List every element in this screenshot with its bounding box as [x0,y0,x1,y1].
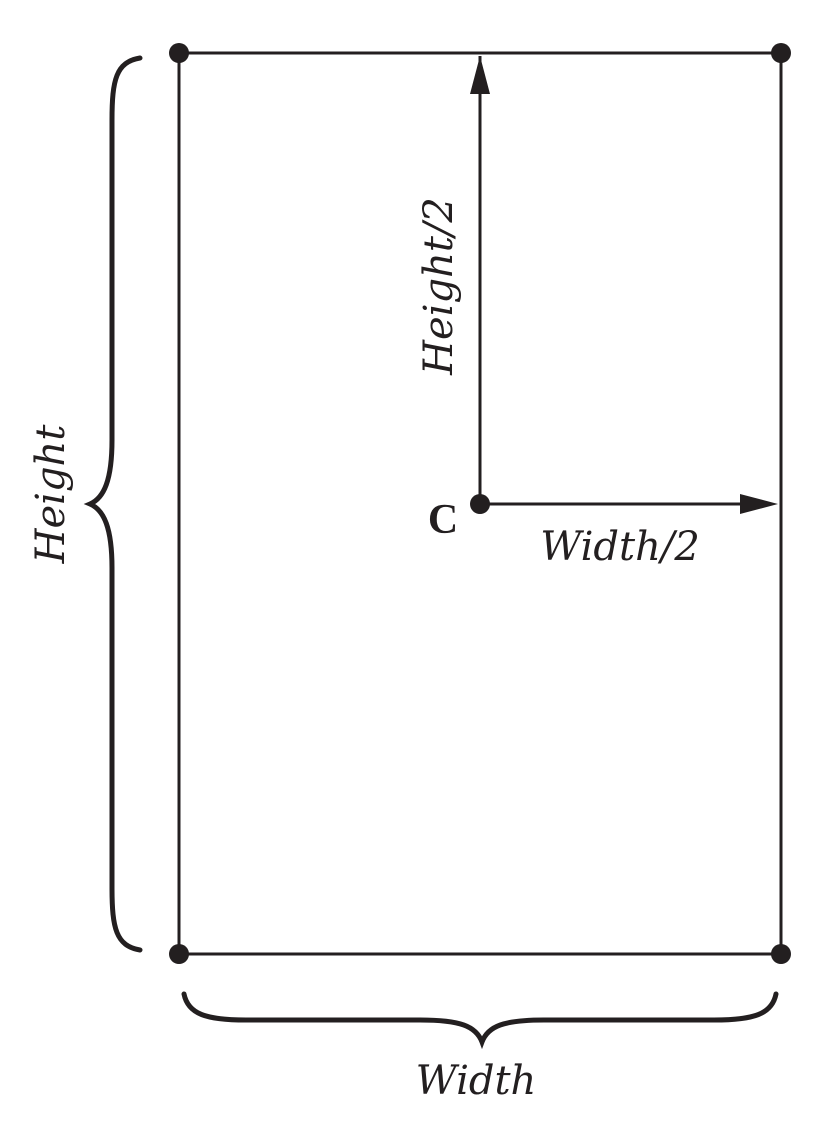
width-label: Width [416,1058,537,1104]
half-height-label: Height/2 [416,197,462,376]
center-label: C [428,497,458,543]
height-brace [83,55,143,953]
corner-point-top-right [771,43,791,63]
half-width-arrowhead [740,494,778,514]
half-height-arrowhead [470,56,490,94]
corner-point-top-left [169,43,189,63]
width-brace [181,991,779,1050]
height-label: Height [28,424,74,565]
half-width-label: Width/2 [540,524,700,570]
corner-point-bottom-right [771,944,791,964]
corner-point-bottom-left [169,944,189,964]
rectangle-outline [177,51,783,956]
